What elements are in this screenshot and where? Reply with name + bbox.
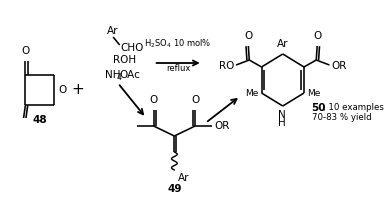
Text: Me: Me: [307, 89, 320, 99]
Text: O: O: [58, 85, 67, 95]
Text: Ar: Ar: [107, 26, 119, 36]
Text: reflux: reflux: [166, 64, 191, 73]
Text: 49: 49: [167, 184, 181, 194]
Text: N: N: [278, 110, 286, 120]
Text: O: O: [244, 31, 252, 41]
Text: OR: OR: [214, 121, 229, 131]
Text: +: +: [71, 83, 83, 98]
Text: 4: 4: [117, 73, 122, 83]
Text: O: O: [21, 46, 29, 56]
Text: NH: NH: [105, 70, 120, 80]
Text: O: O: [149, 95, 158, 105]
Text: Ar: Ar: [178, 173, 190, 183]
Text: H: H: [278, 118, 286, 128]
Text: CHO: CHO: [121, 43, 144, 53]
Text: 70-83 % yield: 70-83 % yield: [312, 113, 371, 122]
Text: Me: Me: [245, 89, 259, 99]
Text: O: O: [191, 95, 199, 105]
Text: OR: OR: [331, 61, 347, 71]
Text: O: O: [313, 31, 321, 41]
Text: 50: 50: [312, 103, 326, 113]
Text: 48: 48: [32, 115, 47, 125]
Text: ROH: ROH: [113, 55, 136, 65]
Text: OAc: OAc: [120, 70, 141, 80]
Text: RO: RO: [219, 61, 234, 71]
Text: Ar: Ar: [277, 39, 289, 49]
Text: , 10 examples: , 10 examples: [323, 103, 384, 112]
Text: H$_2$SO$_4$ 10 mol%: H$_2$SO$_4$ 10 mol%: [144, 37, 212, 50]
